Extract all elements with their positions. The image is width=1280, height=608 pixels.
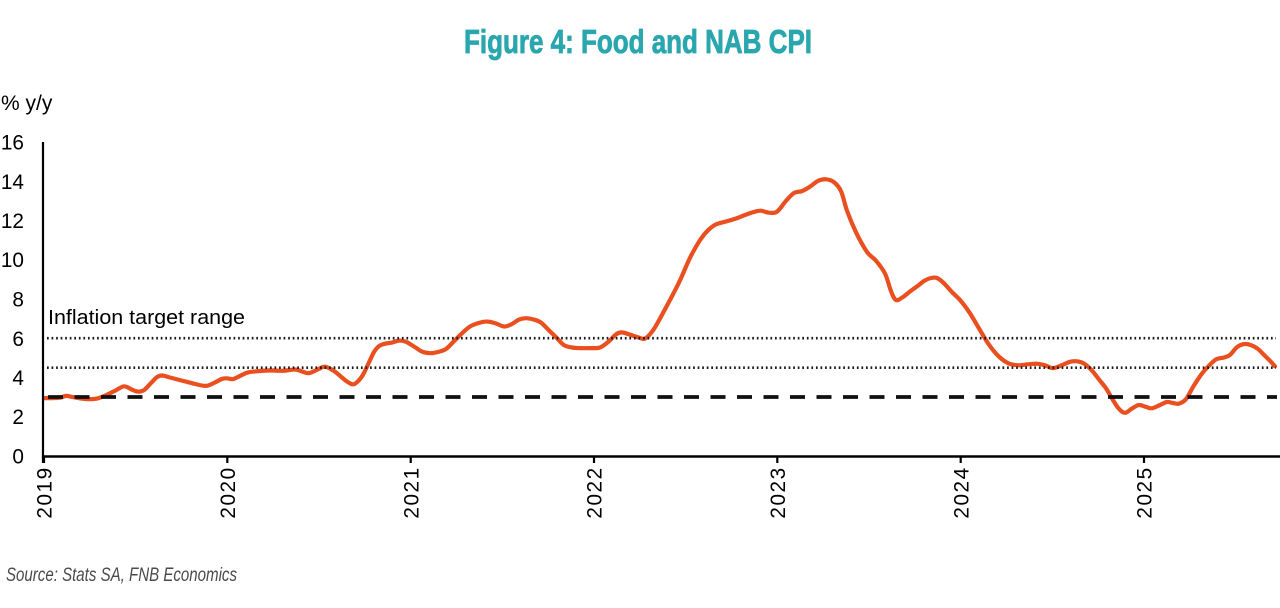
svg-text:2020: 2020 <box>217 466 240 518</box>
svg-text:14: 14 <box>1 171 24 194</box>
svg-text:2025: 2025 <box>1134 466 1157 518</box>
svg-text:Figure 4: Food and NAB CPI: Figure 4: Food and NAB CPI <box>464 23 812 60</box>
svg-text:2024: 2024 <box>950 466 973 518</box>
svg-text:2022: 2022 <box>584 466 607 518</box>
svg-text:4: 4 <box>12 367 24 390</box>
svg-text:10: 10 <box>1 249 24 272</box>
svg-text:12: 12 <box>1 210 24 233</box>
svg-text:2019: 2019 <box>34 466 57 518</box>
svg-text:Inflation target range: Inflation target range <box>48 307 245 329</box>
svg-text:0: 0 <box>12 446 24 469</box>
svg-text:2023: 2023 <box>767 466 790 518</box>
svg-text:6: 6 <box>12 328 24 351</box>
svg-text:8: 8 <box>12 289 24 312</box>
svg-text:% y/y: % y/y <box>1 92 53 115</box>
svg-text:Source: Stats SA, FNB Economic: Source: Stats SA, FNB Economics <box>6 565 237 586</box>
svg-text:2021: 2021 <box>400 466 423 518</box>
svg-text:2: 2 <box>12 406 24 429</box>
svg-text:16: 16 <box>1 132 24 155</box>
